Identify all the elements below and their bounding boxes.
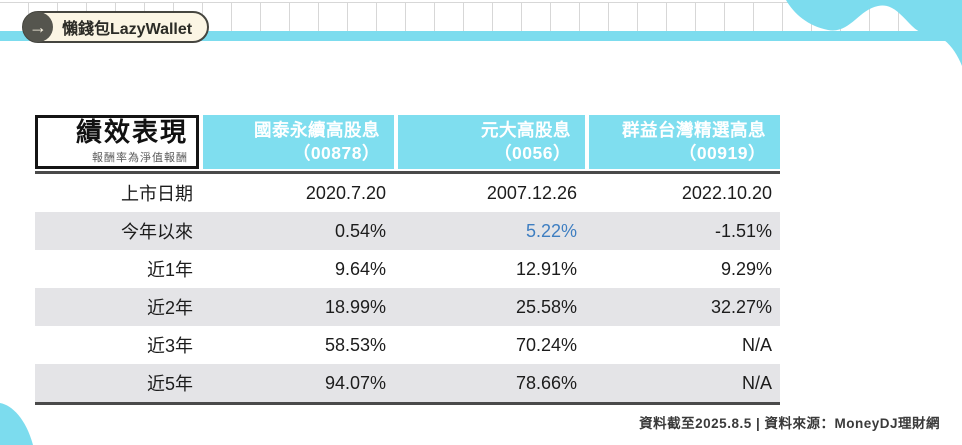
value-cell: 94.07% [324, 372, 386, 393]
table-title-box: 績效表現 報酬率為淨值報酬 [35, 115, 199, 169]
table-row: 近5年 94.07% 78.66% N/A [35, 364, 780, 402]
value-cell: N/A [741, 372, 772, 393]
table-row: 近1年 9.64% 12.91% 9.29% [35, 250, 780, 288]
value-cell: 32.27% [710, 296, 772, 317]
etf-code: （0056） [494, 143, 571, 163]
arrow-icon: → [23, 12, 53, 42]
value-cell: 9.29% [720, 258, 772, 279]
period-label: 今年以來 [121, 222, 193, 242]
column-header-00919: 群益台灣精選高息 （00919） [589, 115, 780, 169]
value-cell: 70.24% [515, 334, 577, 355]
etf-name: 國泰永續高股息 [254, 120, 380, 141]
etf-code: （00878） [292, 143, 380, 163]
data-source-note: 資料截至2025.8.5 | 資料來源：MoneyDJ理財網 [639, 416, 940, 431]
period-label: 近3年 [146, 336, 193, 356]
period-label: 近1年 [146, 260, 193, 280]
column-header-00878: 國泰永續高股息 （00878） [203, 115, 394, 169]
value-cell: 58.53% [324, 334, 386, 355]
value-cell: 78.66% [515, 372, 577, 393]
table-row: 近2年 18.99% 25.58% 32.27% [35, 288, 780, 326]
value-cell: 12.91% [515, 258, 577, 279]
logo-text: 懶錢包LazyWallet [62, 21, 193, 38]
table-row: 上市日期 2020.7.20 2007.12.26 2022.10.20 [35, 174, 780, 212]
etf-name: 元大高股息 [481, 120, 571, 141]
value-cell: 0.54% [334, 220, 386, 241]
table-row: 近3年 58.53% 70.24% N/A [35, 326, 780, 364]
table-subtitle: 報酬率為淨值報酬 [92, 152, 188, 164]
etf-name: 群益台灣精選高息 [622, 120, 766, 141]
table-header-row: 績效表現 報酬率為淨值報酬 國泰永續高股息 （00878） 元大高股息 （005… [35, 115, 780, 169]
top-cyan-stripe [0, 31, 962, 41]
table-title: 績效表現 [75, 117, 188, 147]
column-header-0056: 元大高股息 （0056） [398, 115, 585, 169]
logo-badge: → 懶錢包LazyWallet [22, 11, 210, 43]
value-cell-highlighted: 5.22% [525, 220, 577, 241]
value-cell: 2007.12.26 [486, 182, 577, 203]
period-label: 上市日期 [121, 184, 193, 204]
performance-table: 績效表現 報酬率為淨值報酬 國泰永續高股息 （00878） 元大高股息 （005… [35, 115, 780, 405]
period-label: 近2年 [146, 298, 193, 318]
table-row: 今年以來 0.54% 5.22% -1.51% [35, 212, 780, 250]
etf-code: （00919） [678, 143, 766, 163]
arrow-glyph: → [29, 16, 47, 37]
value-cell: 9.64% [334, 258, 386, 279]
period-label: 近5年 [146, 374, 193, 394]
table-bottom-divider [35, 402, 780, 405]
value-cell: 2020.7.20 [305, 182, 386, 203]
value-cell: 25.58% [515, 296, 577, 317]
bottom-left-blob [0, 403, 33, 445]
value-cell: 2022.10.20 [681, 182, 772, 203]
top-right-wave-blob [786, 0, 962, 66]
value-cell: 18.99% [324, 296, 386, 317]
header-divider [35, 171, 780, 174]
value-cell: N/A [741, 334, 772, 355]
value-cell: -1.51% [714, 220, 772, 241]
